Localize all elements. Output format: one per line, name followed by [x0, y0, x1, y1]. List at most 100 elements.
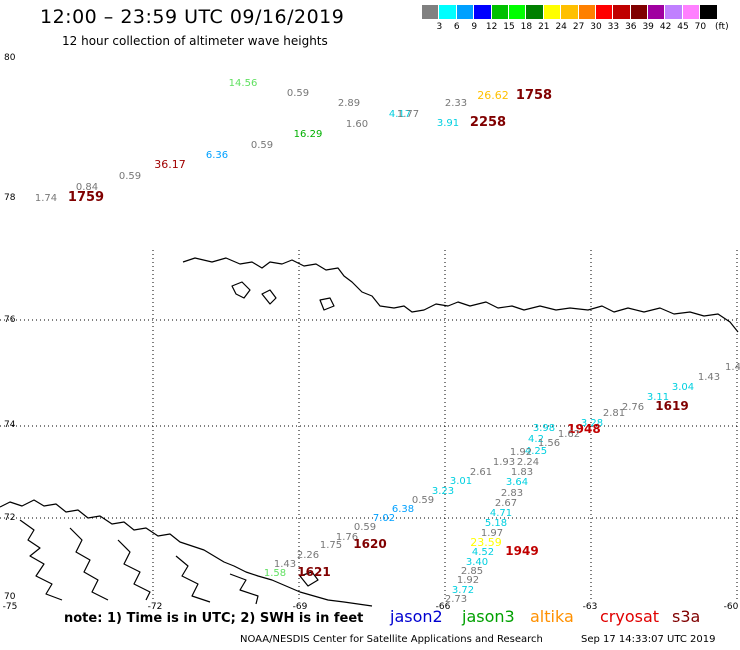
baffin-inlet-3	[117, 539, 151, 601]
lon-ticks: -75 -72 -69 -66 -63 -60	[3, 602, 739, 612]
wave-height-label: 3.11	[647, 392, 669, 403]
color-swatch	[665, 5, 683, 19]
color-swatch	[682, 5, 701, 19]
color-swatch	[491, 5, 509, 19]
page-subtitle: 12 hour collection of altimeter wave hei…	[62, 34, 328, 48]
lon-tick: -63	[583, 602, 598, 612]
color-swatch	[648, 5, 666, 19]
wave-height-label: 1.58	[264, 568, 286, 579]
wave-height-label: 1949	[505, 544, 538, 558]
color-scale-label: 30	[590, 22, 602, 32]
wave-height-label: 3.64	[506, 477, 528, 488]
color-scale	[422, 5, 718, 19]
wave-height-label: 1.56	[538, 438, 560, 449]
island-coast-1	[231, 281, 251, 299]
wave-height-label: 5.18	[485, 518, 507, 529]
legend-note: note: 1) Time is in UTC; 2) SWH is in fe…	[64, 611, 364, 626]
color-scale-label: 27	[572, 22, 585, 32]
wave-height-label: 2258	[470, 115, 506, 130]
color-swatch	[630, 5, 649, 19]
lon-tick: -75	[3, 602, 18, 612]
wave-height-label: 1.83	[511, 467, 533, 478]
wave-height-label: 14.56	[229, 78, 258, 89]
wave-height-label: 6.38	[392, 504, 414, 515]
wave-height-label: 2.67	[495, 498, 517, 509]
wave-height-label: 1.75	[320, 540, 342, 551]
small-island-coast	[299, 571, 319, 587]
color-swatch	[474, 5, 492, 19]
color-swatch	[595, 5, 614, 19]
footer-timestamp: Sep 17 14:33:07 UTC 2019	[581, 634, 716, 645]
color-scale-label: 39	[642, 22, 654, 32]
lon-tick: -66	[436, 602, 451, 612]
baffin-inlet-1	[19, 519, 63, 601]
lat-tick: 78	[4, 193, 16, 203]
wave-height-label: 4.2	[528, 434, 544, 445]
color-swatch	[508, 5, 527, 19]
wave-height-label: 1619	[655, 399, 688, 413]
page-title: 12:00 – 23:59 UTC 09/16/2019	[40, 6, 345, 28]
wave-height-label: 2.33	[445, 98, 467, 109]
coastline	[0, 257, 739, 607]
color-scale-label: 9	[471, 22, 478, 32]
wave-height-label: 0.59	[412, 495, 434, 506]
lon-tick: -69	[293, 602, 308, 612]
wave-height-label: 2.73	[445, 594, 467, 605]
color-swatch	[700, 5, 718, 19]
wave-height-label: 4.25	[525, 446, 547, 457]
wave-height-label: 1.93	[493, 457, 515, 468]
color-scale-unit: (ft)	[715, 22, 729, 32]
color-scale-label: 18	[520, 22, 533, 32]
legend-s3a: s3a	[672, 607, 701, 626]
wave-height-label: 1.97	[481, 528, 503, 539]
lat-ticks: 80 78 76 74 72 70	[4, 53, 16, 602]
wave-height-label: 2.89	[338, 98, 360, 109]
color-swatch	[422, 5, 440, 19]
lon-tick: -60	[724, 602, 739, 612]
color-scale-label: 33	[607, 22, 620, 32]
wave-height-label: 16.29	[294, 129, 323, 140]
wave-height-label: 4.17	[389, 109, 411, 120]
wave-height-label: 3.28	[581, 418, 603, 429]
wave-height-label: 1.62	[558, 429, 580, 440]
wave-height-label: 3.91	[437, 118, 459, 129]
graticule	[0, 250, 740, 600]
wave-height-label: 1.92	[510, 447, 532, 458]
color-swatch	[613, 5, 631, 19]
color-scale-label: 45	[677, 22, 689, 32]
wave-height-label: 26.62	[477, 89, 509, 102]
wave-height-label: 3.98	[533, 423, 555, 434]
wave-height-label: 2.76	[622, 402, 644, 413]
baffin-coast	[0, 499, 373, 607]
greenland-coast	[182, 257, 739, 333]
wave-height-label: 2.85	[461, 566, 483, 577]
wave-height-label: 1758	[516, 88, 552, 103]
footer-credit: NOAA/NESDIS Center for Satellite Applica…	[240, 634, 543, 645]
lat-tick: 70	[4, 592, 16, 602]
color-scale-label: 3	[436, 22, 443, 32]
baffin-inlet-2	[69, 527, 109, 601]
wave-height-label: 3.01	[450, 476, 472, 487]
wave-height-label: 36.17	[154, 158, 186, 171]
wave-height-label: 0.59	[287, 88, 309, 99]
color-swatch	[561, 5, 579, 19]
island-coast-2	[261, 289, 277, 305]
wave-height-label: 1948	[567, 422, 600, 436]
wave-height-label: 2.81	[603, 408, 625, 419]
color-scale-label: 6	[453, 22, 460, 32]
wave-height-label: 4.71	[490, 508, 512, 519]
island-coast-3	[319, 297, 335, 311]
wave-height-label: 1.76	[336, 532, 358, 543]
color-scale-label: 12	[485, 22, 498, 32]
wave-height-label: 1.43	[698, 372, 720, 383]
wave-height-label: 2.61	[470, 467, 492, 478]
observation-labels: 14.56 0.59 2.89 2.33 26.62 1758 4.171.77 1.60 3.…	[35, 78, 740, 605]
legend-altika: altika	[530, 607, 574, 626]
baffin-inlet-5	[229, 573, 259, 605]
wave-height-label: 1.43	[274, 559, 296, 570]
color-scale-label: 15	[503, 22, 515, 32]
wave-height-label: 2.83	[501, 488, 523, 499]
color-swatch	[439, 5, 457, 19]
wave-height-label: 0.59	[119, 171, 141, 182]
